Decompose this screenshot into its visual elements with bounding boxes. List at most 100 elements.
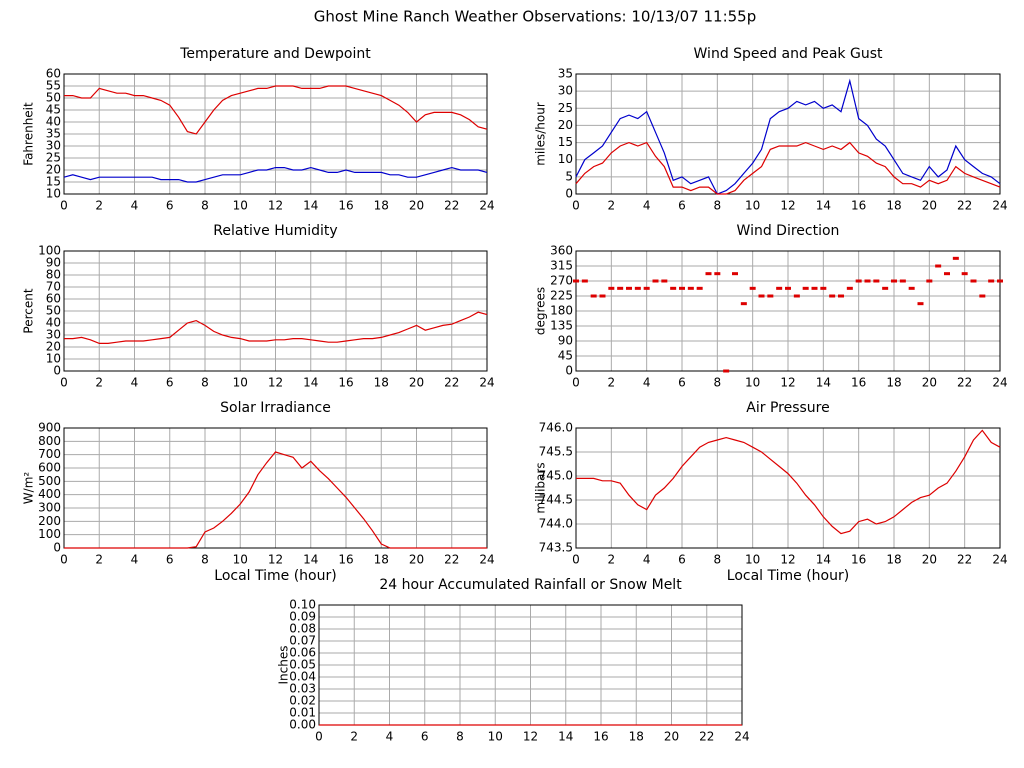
data-point bbox=[590, 294, 597, 298]
y-tick-label: 40 bbox=[46, 316, 61, 330]
data-point bbox=[997, 279, 1003, 283]
x-tick-label: 8 bbox=[714, 376, 722, 390]
y-tick-label: 20 bbox=[46, 340, 61, 354]
x-tick-label: 6 bbox=[421, 730, 429, 744]
y-tick-label: 0 bbox=[565, 364, 573, 378]
x-tick-label: 16 bbox=[851, 376, 866, 390]
x-tick-label: 8 bbox=[714, 199, 722, 213]
data-point bbox=[899, 279, 906, 283]
y-tick-label: 90 bbox=[558, 334, 573, 348]
data-point bbox=[661, 279, 668, 283]
x-tick-label: 0 bbox=[60, 376, 68, 390]
x-tick-label: 16 bbox=[338, 553, 353, 567]
y-tick-label: 225 bbox=[550, 289, 573, 303]
y-tick-label: 0 bbox=[565, 187, 573, 201]
y-tick-label: 10 bbox=[46, 187, 61, 201]
y-tick-label: 60 bbox=[46, 67, 61, 81]
y-tick-label: 0.09 bbox=[289, 610, 316, 624]
y-tick-label: 25 bbox=[558, 101, 573, 115]
y-axis-label: Fahrenheit bbox=[22, 102, 36, 166]
x-tick-label: 8 bbox=[456, 730, 464, 744]
x-tick-label: 2 bbox=[350, 730, 358, 744]
x-tick-label: 2 bbox=[608, 553, 616, 567]
data-line bbox=[63, 166, 488, 183]
x-tick-label: 0 bbox=[572, 376, 580, 390]
y-axis-label: W/m² bbox=[22, 472, 36, 505]
y-tick-label: 5 bbox=[565, 169, 573, 183]
x-tick-label: 16 bbox=[338, 376, 353, 390]
y-tick-label: 0.07 bbox=[289, 634, 316, 648]
x-tick-label: 0 bbox=[315, 730, 323, 744]
plot-border bbox=[575, 250, 1001, 372]
y-tick-label: 10 bbox=[46, 352, 61, 366]
page-title: Ghost Mine Ranch Weather Observations: 1… bbox=[314, 8, 757, 26]
data-point bbox=[944, 272, 950, 276]
x-tick-label: 16 bbox=[593, 730, 608, 744]
data-point bbox=[961, 272, 968, 276]
data-point bbox=[891, 279, 897, 283]
data-point bbox=[617, 286, 624, 290]
x-tick-label: 2 bbox=[608, 376, 616, 390]
chart-title: Relative Humidity bbox=[213, 223, 337, 239]
x-tick-label: 14 bbox=[816, 376, 831, 390]
x-tick-label: 18 bbox=[374, 199, 389, 213]
y-tick-label: 745.0 bbox=[539, 469, 573, 483]
y-tick-label: 743.5 bbox=[539, 541, 573, 555]
y-tick-label: 30 bbox=[46, 139, 61, 153]
data-point bbox=[908, 286, 915, 290]
data-point bbox=[864, 279, 871, 283]
plot-border bbox=[63, 73, 488, 195]
x-tick-label: 0 bbox=[60, 199, 68, 213]
x-tick-label: 22 bbox=[957, 376, 972, 390]
x-tick-label: 10 bbox=[488, 730, 503, 744]
x-tick-label: 22 bbox=[957, 199, 972, 213]
y-tick-label: 500 bbox=[38, 474, 61, 488]
y-tick-label: 0 bbox=[53, 364, 61, 378]
x-tick-label: 2 bbox=[95, 553, 103, 567]
x-tick-label: 10 bbox=[233, 376, 248, 390]
y-tick-label: 744.0 bbox=[539, 517, 573, 531]
y-axis-label: millibars bbox=[534, 462, 548, 513]
y-tick-label: 0.02 bbox=[289, 694, 316, 708]
x-tick-label: 0 bbox=[572, 199, 580, 213]
y-tick-label: 800 bbox=[38, 434, 61, 448]
x-tick-label: 10 bbox=[745, 553, 760, 567]
x-tick-label: 12 bbox=[268, 376, 283, 390]
data-point bbox=[917, 302, 924, 306]
y-tick-label: 80 bbox=[46, 268, 61, 282]
y-tick-label: 0.06 bbox=[289, 646, 316, 660]
x-tick-label: 4 bbox=[131, 199, 139, 213]
y-tick-label: 40 bbox=[46, 115, 61, 129]
x-tick-label: 16 bbox=[338, 199, 353, 213]
x-tick-label: 4 bbox=[643, 199, 651, 213]
x-tick-label: 14 bbox=[816, 199, 831, 213]
x-tick-label: 8 bbox=[201, 376, 209, 390]
data-point bbox=[988, 279, 995, 283]
data-point bbox=[855, 279, 862, 283]
data-point bbox=[767, 294, 774, 298]
data-point bbox=[926, 279, 933, 283]
data-point bbox=[979, 294, 986, 298]
chart-title: Temperature and Dewpoint bbox=[179, 46, 371, 62]
data-point bbox=[846, 286, 853, 290]
data-line bbox=[575, 141, 1001, 195]
y-tick-label: 0 bbox=[53, 541, 61, 555]
x-tick-label: 22 bbox=[444, 199, 459, 213]
data-point bbox=[723, 369, 730, 373]
y-tick-label: 0.04 bbox=[289, 670, 316, 684]
x-tick-label: 24 bbox=[479, 376, 494, 390]
data-point bbox=[696, 286, 703, 290]
x-tick-label: 6 bbox=[678, 199, 686, 213]
y-tick-label: 744.5 bbox=[539, 493, 573, 507]
x-tick-label: 4 bbox=[386, 730, 394, 744]
x-tick-label: 24 bbox=[479, 553, 494, 567]
x-tick-label: 2 bbox=[95, 376, 103, 390]
x-tick-label: 6 bbox=[166, 553, 174, 567]
data-point bbox=[581, 279, 588, 283]
y-tick-label: 700 bbox=[38, 447, 61, 461]
data-point bbox=[882, 286, 889, 290]
x-tick-label: 12 bbox=[268, 553, 283, 567]
x-tick-label: 8 bbox=[201, 553, 209, 567]
